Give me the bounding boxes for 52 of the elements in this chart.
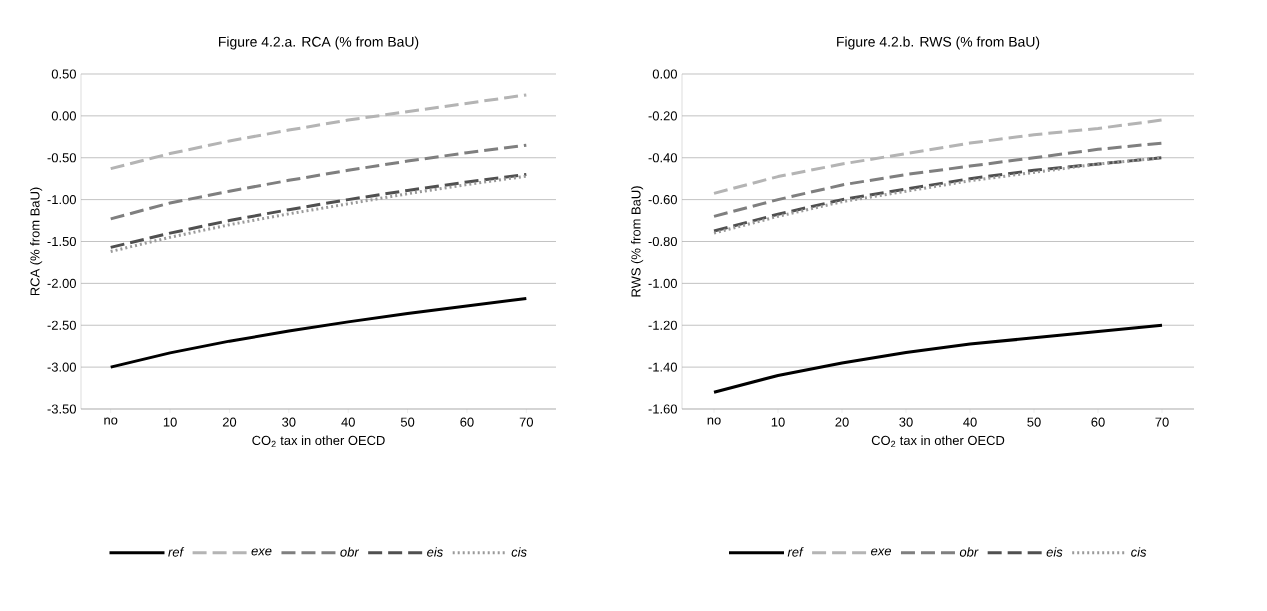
y-tick-label: -2.50 [47, 320, 76, 330]
y-tick-label: -1.20 [648, 320, 677, 330]
legend-label: obr [340, 547, 360, 557]
y-axis-title: RWS (% from BaU) [631, 186, 644, 297]
y-tick-label: -3.50 [47, 404, 76, 414]
y-tick-label: -1.40 [648, 362, 677, 372]
legend-label: exe [251, 548, 272, 556]
y-tick-label: 0.50 [51, 69, 76, 79]
x-tick-label: 70 [519, 417, 534, 427]
y-tick-label: -1.60 [648, 404, 677, 414]
x-axis-title: CO$_{2}$ tax in other OECD [252, 435, 385, 448]
x-tick-label: 10 [163, 417, 177, 427]
x-tick-label: 40 [963, 417, 977, 427]
y-tick-label: -1.50 [47, 236, 76, 247]
y-tick-label: -0.40 [648, 153, 677, 163]
y-tick-label: -0.50 [47, 153, 76, 163]
legend-label: eis [427, 547, 443, 557]
x-tick-label: 10 [771, 417, 785, 427]
x-tick-label: 70 [1155, 417, 1169, 427]
x-tick-label: no [104, 417, 118, 425]
legend-label: ref [168, 547, 185, 557]
y-tick-label: -0.20 [648, 111, 677, 121]
chart-title: Figure 4.2.b. RWS (% from BaU) [837, 36, 1040, 50]
x-tick-label: 30 [282, 417, 296, 427]
y-tick-label: -1.00 [648, 278, 677, 288]
y-tick-label: 0.00 [51, 111, 76, 121]
x-axis-title: CO$_{2}$ tax in other OECD [871, 435, 1005, 448]
y-tick-label: 0.00 [652, 69, 677, 79]
legend-label: ref [787, 547, 804, 557]
y-axis-title: RCA (% from BaU) [30, 187, 43, 296]
legend-label: exe [871, 548, 891, 556]
y-tick-label: -0.80 [648, 236, 677, 247]
legend-label: obr [959, 547, 979, 557]
x-tick-label: no [707, 417, 721, 425]
y-tick-label: -2.00 [47, 278, 76, 288]
x-tick-label: 50 [400, 417, 415, 427]
line-series [109, 143, 528, 221]
x-tick-label: 50 [1027, 417, 1041, 427]
legend-label: cis [1131, 547, 1147, 557]
x-tick-label: 60 [1091, 417, 1105, 427]
y-tick-label: -0.60 [648, 195, 677, 205]
legend-label: cis [511, 547, 527, 557]
x-tick-label: 20 [222, 417, 237, 427]
line-series [712, 141, 1164, 218]
y-tick-label: -3.00 [47, 362, 76, 372]
x-tick-label: 40 [341, 417, 355, 427]
x-tick-label: 60 [460, 417, 474, 427]
legend-label: eis [1046, 547, 1063, 557]
x-tick-label: 20 [835, 417, 849, 427]
y-tick-label: -1.00 [47, 195, 76, 205]
x-tick-label: 30 [899, 417, 913, 427]
chart-title: Figure 4.2.a. RCA (% from BaU) [219, 36, 419, 50]
